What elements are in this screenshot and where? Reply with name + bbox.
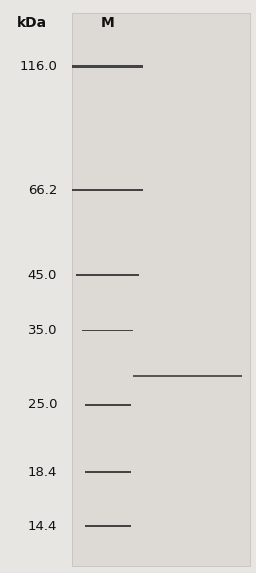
Text: 35.0: 35.0 [28,324,57,337]
Bar [133,375,242,377]
Text: 25.0: 25.0 [28,398,57,411]
Text: M: M [101,15,115,30]
Text: 45.0: 45.0 [28,269,57,281]
Bar [72,189,143,191]
Text: kDa: kDa [17,15,47,30]
Text: 66.2: 66.2 [28,183,57,197]
Bar [85,404,131,406]
Text: 18.4: 18.4 [28,466,57,478]
Bar [85,472,131,473]
FancyBboxPatch shape [72,13,250,566]
Bar [72,65,143,68]
Bar [76,274,140,276]
Bar [85,525,131,527]
Bar [82,329,133,331]
Text: 14.4: 14.4 [28,520,57,533]
Text: 116.0: 116.0 [19,60,57,73]
